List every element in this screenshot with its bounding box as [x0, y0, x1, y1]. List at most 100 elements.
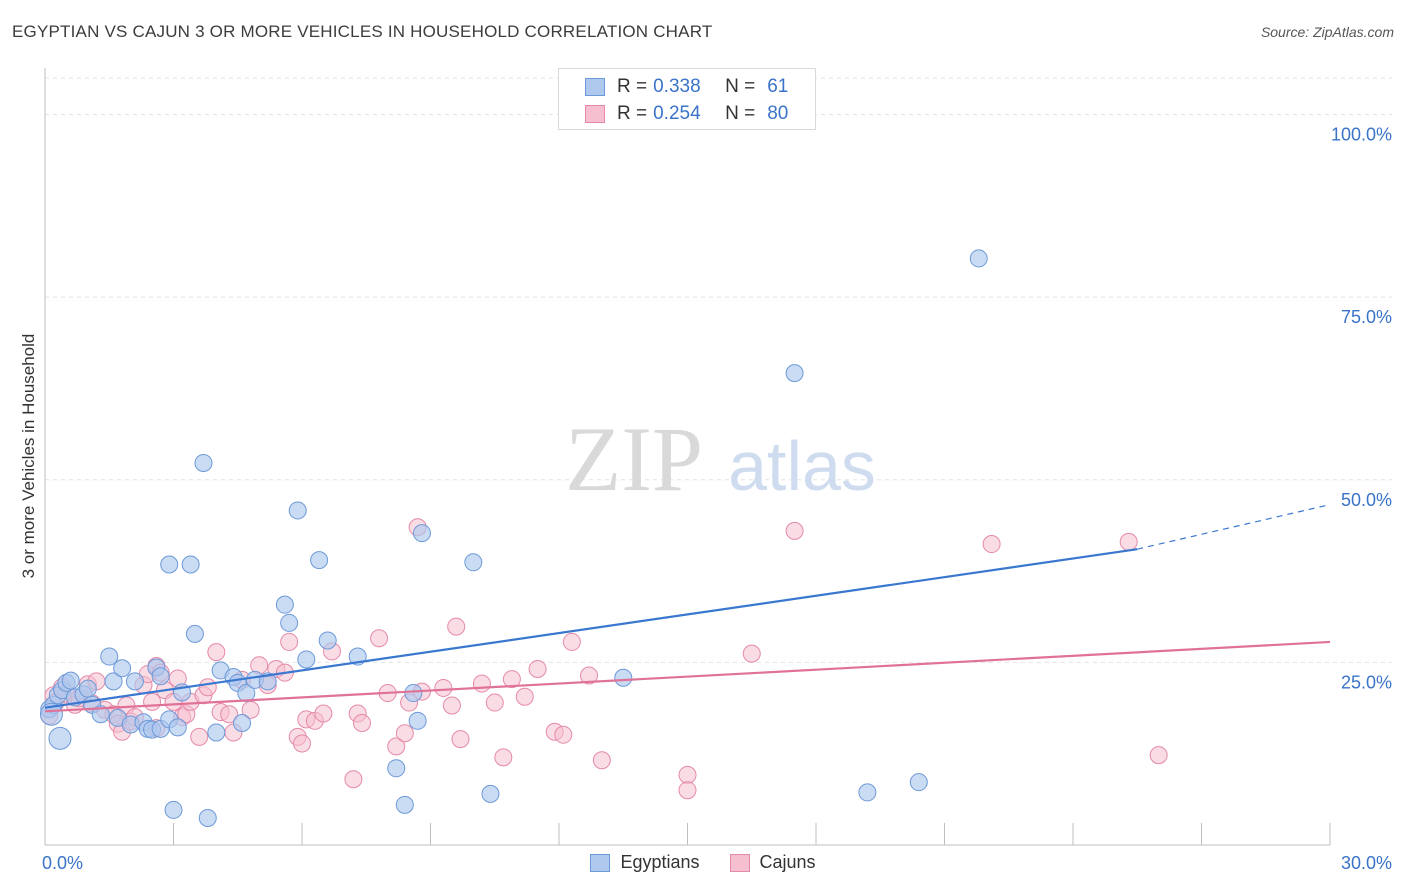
- data-point-egyptians: [233, 714, 252, 733]
- trend-line-cajuns: [44, 640, 1331, 713]
- data-point-cajuns: [241, 700, 260, 719]
- data-point-cajuns: [293, 734, 311, 753]
- trend-lines: [44, 504, 1331, 713]
- watermark-atlas: atlas: [728, 427, 876, 505]
- correlation-legend: R = 0.338 N = 61 R = 0.254 N = 80: [558, 68, 816, 130]
- legend-n-value: 61: [767, 76, 789, 97]
- data-point-cajuns: [395, 724, 414, 743]
- data-point-cajuns: [678, 781, 697, 800]
- legend-row-cajuns: R = 0.254 N = 80: [585, 101, 788, 127]
- legend-row-egyptians: R = 0.338 N = 61: [585, 74, 788, 100]
- data-point-egyptians: [113, 659, 132, 678]
- y-tick-label: 100.0%: [1331, 125, 1392, 145]
- data-point-egyptians: [318, 631, 337, 650]
- data-point-cajuns: [190, 727, 209, 746]
- data-point-egyptians: [909, 773, 928, 792]
- data-point-egyptians: [408, 711, 427, 730]
- data-point-egyptians: [61, 671, 80, 690]
- data-point-cajuns: [562, 632, 581, 651]
- data-point-cajuns: [485, 693, 504, 712]
- data-point-cajuns: [554, 725, 573, 744]
- data-point-cajuns: [434, 678, 453, 697]
- data-point-cajuns: [447, 617, 466, 636]
- data-point-cajuns: [220, 705, 239, 724]
- data-point-egyptians: [39, 702, 63, 726]
- data-point-cajuns: [1149, 746, 1168, 765]
- x-tick-label-right: 30.0%: [1341, 853, 1392, 873]
- legend-n-label: N =: [725, 103, 756, 124]
- legend-r-value: 0.254: [653, 103, 701, 124]
- data-point-egyptians: [48, 726, 72, 750]
- chart-source: Source: ZipAtlas.com: [1260, 24, 1394, 40]
- trend-line-egyptians: [44, 548, 1138, 709]
- legend-swatch-egyptians: [590, 853, 611, 872]
- series-cajuns: [40, 518, 1168, 800]
- data-point-cajuns: [982, 535, 1001, 554]
- data-point-egyptians: [78, 679, 97, 698]
- legend-label-egyptians: Egyptians: [620, 852, 700, 872]
- data-point-egyptians: [185, 624, 204, 643]
- legend-item-cajuns[interactable]: Cajuns: [729, 852, 816, 873]
- y-axis-label: 3 or more Vehicles in Household: [19, 334, 38, 579]
- data-point-egyptians: [194, 453, 213, 472]
- data-point-egyptians: [785, 364, 804, 383]
- data-point-cajuns: [1119, 532, 1138, 551]
- data-point-cajuns: [678, 765, 697, 784]
- trend-line-egyptians-extension: [1137, 504, 1331, 550]
- data-point-egyptians: [404, 684, 423, 703]
- watermark: ZIP atlas: [565, 408, 876, 510]
- legend-r-value: 0.338: [653, 76, 701, 97]
- data-point-egyptians: [395, 795, 414, 814]
- data-point-egyptians: [969, 249, 988, 268]
- data-point-egyptians: [288, 501, 307, 520]
- data-point-egyptians: [151, 667, 170, 686]
- data-point-cajuns: [451, 730, 470, 749]
- data-point-egyptians: [237, 684, 256, 703]
- legend-r-label: R =: [617, 103, 648, 124]
- data-point-egyptians: [181, 555, 200, 574]
- y-tick-label: 50.0%: [1341, 490, 1392, 510]
- data-point-egyptians: [464, 553, 483, 572]
- data-point-cajuns: [579, 666, 598, 685]
- legend-swatch-egyptians: [585, 78, 605, 96]
- data-point-cajuns: [344, 770, 363, 789]
- series-egyptians: [39, 249, 988, 827]
- gridlines: [45, 77, 1392, 663]
- data-point-cajuns: [592, 751, 611, 770]
- data-point-egyptians: [91, 705, 110, 724]
- data-point-egyptians: [164, 800, 183, 819]
- data-point-cajuns: [785, 521, 804, 540]
- data-point-egyptians: [858, 783, 877, 802]
- legend-n-value: 80: [767, 103, 789, 124]
- legend-swatch-cajuns: [729, 853, 750, 872]
- legend-item-egyptians[interactable]: Egyptians: [590, 852, 700, 873]
- data-point-cajuns: [472, 674, 491, 693]
- watermark-zip: ZIP: [565, 408, 703, 510]
- series-legend: Egyptians Cajuns: [0, 852, 1406, 873]
- legend-r-label: R =: [617, 76, 648, 97]
- y-tick-label: 75.0%: [1341, 307, 1392, 327]
- data-point-cajuns: [370, 629, 389, 648]
- data-point-cajuns: [352, 714, 371, 733]
- legend-label-cajuns: Cajuns: [759, 852, 816, 872]
- data-point-egyptians: [481, 784, 500, 803]
- data-point-cajuns: [494, 748, 513, 767]
- data-point-cajuns: [742, 644, 761, 663]
- data-point-cajuns: [198, 678, 217, 697]
- data-point-egyptians: [160, 555, 179, 574]
- data-point-egyptians: [207, 723, 226, 742]
- data-point-egyptians: [387, 759, 406, 778]
- data-point-egyptians: [258, 672, 277, 691]
- data-point-egyptians: [412, 524, 431, 543]
- data-point-cajuns: [528, 659, 547, 678]
- data-point-egyptians: [125, 672, 144, 691]
- data-point-egyptians: [198, 808, 217, 827]
- data-point-cajuns: [314, 704, 333, 723]
- data-point-egyptians: [280, 613, 299, 632]
- data-point-cajuns: [515, 687, 534, 706]
- data-point-cajuns: [387, 737, 406, 756]
- data-point-egyptians: [310, 551, 329, 570]
- data-point-cajuns: [502, 670, 521, 689]
- data-point-egyptians: [104, 672, 123, 691]
